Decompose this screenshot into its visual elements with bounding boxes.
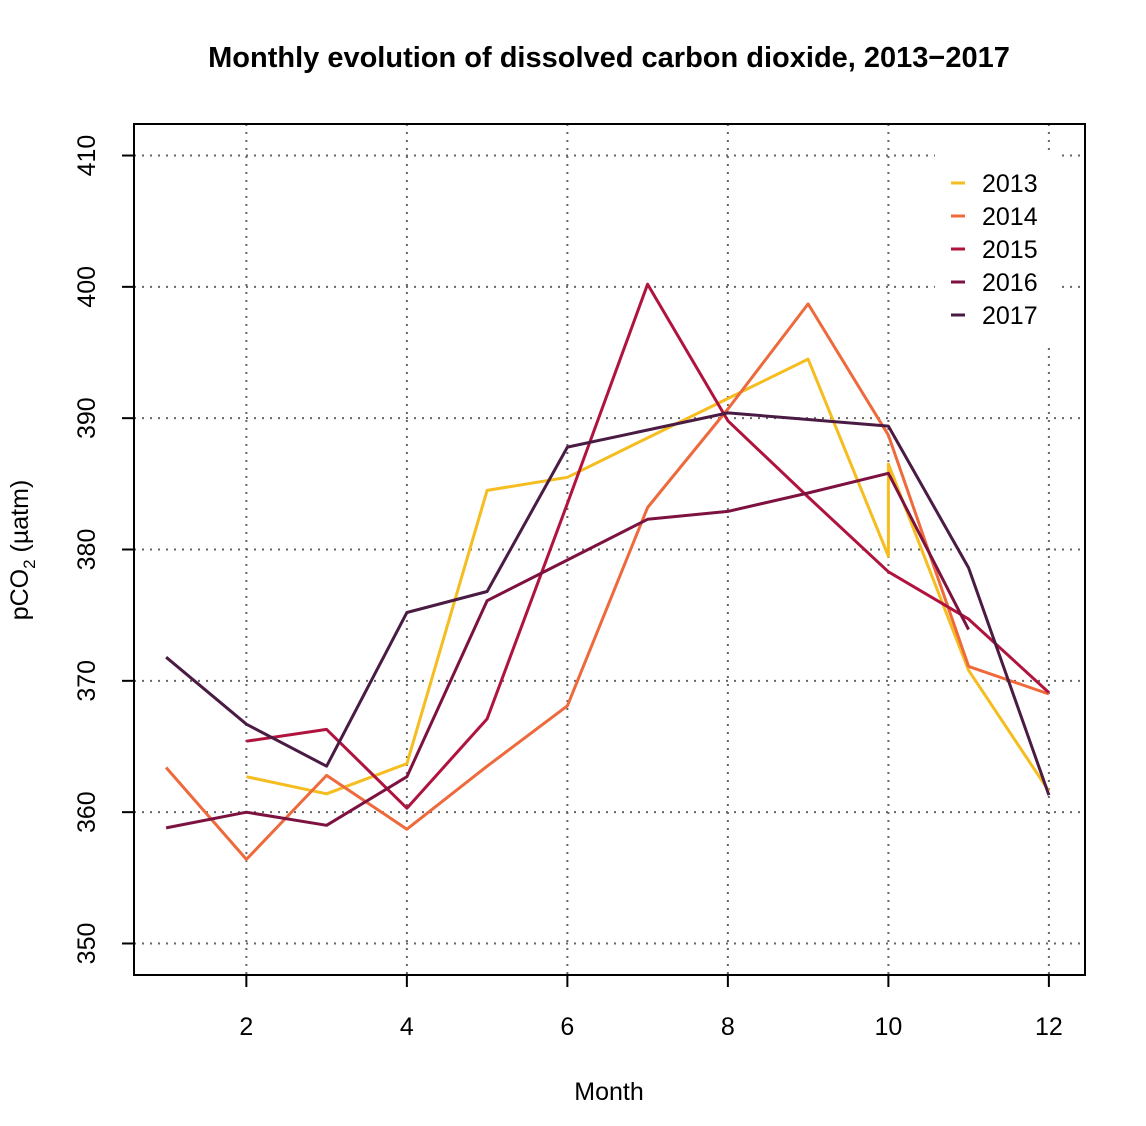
x-axis: 2 4 6 8 10 12: [239, 974, 1063, 1041]
y-tick-label: 380: [73, 529, 101, 571]
y-axis-label-main: pCO: [6, 569, 34, 620]
legend-label: 2013: [982, 170, 1038, 198]
y-tick-label: 360: [73, 791, 101, 833]
series-line-2014: [164, 302, 1050, 861]
y-tick-label: 370: [73, 660, 101, 702]
x-tick-label: 10: [874, 1013, 902, 1041]
y-tick-label: 350: [73, 923, 101, 965]
y-axis-label-unit: (µatm): [6, 480, 34, 560]
x-tick-label: 4: [400, 1013, 414, 1041]
y-tick-label: 400: [73, 266, 101, 308]
x-tick-label: 8: [721, 1013, 735, 1041]
x-tick-label: 6: [560, 1013, 574, 1041]
legend-label: 2016: [982, 269, 1038, 297]
y-axis-label-subscript: 2: [20, 559, 39, 568]
y-axis: 350 360 370 380 390 400 410: [73, 135, 135, 965]
series-line-2017: [165, 411, 1051, 796]
y-tick-label: 410: [73, 135, 101, 177]
legend: 2013 2014 2015 2016 2017: [935, 153, 1057, 343]
x-axis-label: Month: [574, 1078, 643, 1106]
x-tick-label: 12: [1035, 1013, 1063, 1041]
x-tick-label: 2: [239, 1013, 253, 1041]
series-line-2016: [165, 471, 970, 830]
series-line-2013: [246, 357, 1051, 796]
chart-title: Monthly evolution of dissolved carbon di…: [208, 42, 1010, 74]
series-lines: [164, 282, 1051, 861]
y-tick-label: 390: [73, 397, 101, 439]
y-axis-label: pCO2 (µatm): [6, 480, 39, 621]
legend-label: 2017: [982, 302, 1038, 330]
legend-label: 2015: [982, 236, 1038, 264]
series-line-2015: [246, 282, 1050, 810]
legend-label: 2014: [982, 203, 1038, 231]
